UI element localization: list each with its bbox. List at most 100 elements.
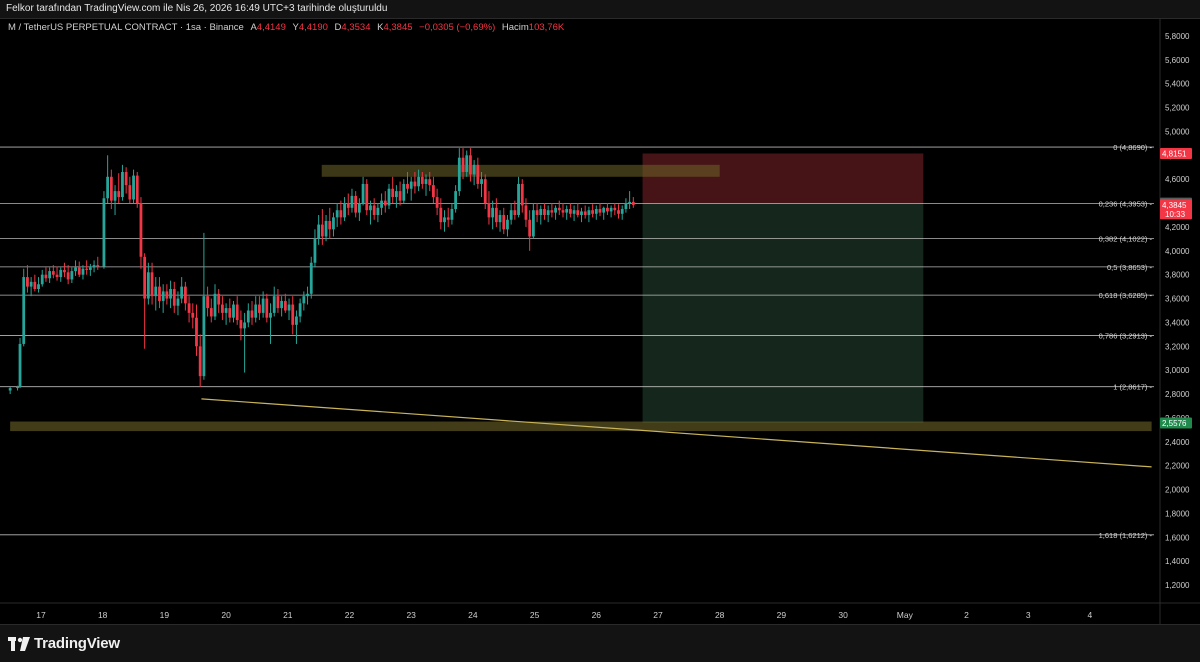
candle-body-165 [624,203,628,210]
x-tick-14: May [897,610,914,620]
candle-body-113 [432,185,435,198]
candle-body-85 [328,220,332,230]
candle-body-151 [572,210,576,214]
candle-body-16 [70,271,74,280]
candle-body-44 [176,298,180,306]
candle-body-155 [587,210,591,215]
candle-body-135 [513,210,517,215]
y-tick-13: 3,2000 [1165,342,1190,351]
candle-body-41 [165,291,169,299]
x-tick-13: 30 [838,610,848,620]
candle-body-0 [8,388,12,391]
candle-body-80 [309,262,313,294]
candle-body-61 [239,320,243,329]
price-chart[interactable]: 0 (4,8690) - 0,236 (4,3953) - 0,382 (4,102… [0,18,1200,624]
candle-body-45 [180,286,184,299]
candle-body-36 [146,272,150,299]
candle-body-144 [546,210,550,215]
candle-body-84 [324,220,328,237]
y-tick-2: 5,4000 [1165,80,1190,89]
candle-body-9 [44,274,48,279]
candle-body-129 [491,207,495,218]
symbol-description: M / TetherUS PERPETUAL CONTRACT · 1sa · … [8,22,244,33]
resistance-zone [321,164,720,177]
candle-body-66 [258,304,261,313]
x-tick-2: 19 [160,610,170,620]
open-value: 4,4149 [256,22,286,33]
candle-body-83 [320,224,324,237]
y-tick-17: 2,4000 [1165,438,1190,447]
candle-body-42 [169,289,172,299]
candle-body-26 [109,176,113,201]
price-badge-bg-3 [1160,417,1192,429]
candle-body-96 [369,205,372,211]
candle-body-59 [232,304,235,318]
candle-body-12 [55,274,59,278]
candle-body-28 [117,191,121,198]
x-tick-10: 27 [653,610,663,620]
candle-body-39 [158,286,161,301]
candle-body-118 [450,209,454,220]
high-value: 4,4190 [298,22,328,33]
candle-body-104 [398,191,402,201]
candle-body-87 [335,210,339,218]
fib-label-6: 1 (2,8617) - [1113,383,1152,392]
tradingview-brand-text: TradingView [34,635,120,652]
candle-body-2 [18,343,22,387]
candle-body-132 [502,214,506,230]
change-value: −0,0305 (−0,69%) [419,22,496,33]
candle-body-100 [383,200,387,206]
x-tick-16: 3 [1026,610,1031,620]
candle-body-7 [37,284,40,290]
candle-body-164 [620,209,624,214]
candle-body-150 [568,209,572,214]
candle-body-106 [406,183,409,189]
candle-body-111 [424,179,428,184]
candle-body-157 [594,209,598,214]
candle-body-108 [413,181,417,187]
candle-body-27 [113,191,117,201]
snapshot-caption: Felkor tarafından TradingView.com ile Ni… [6,3,388,14]
close-label: K [377,22,384,33]
candle-body-119 [454,191,458,210]
candle-body-70 [272,296,276,313]
candle-body-65 [254,304,258,318]
candle-body-35 [143,256,147,299]
candle-body-94 [361,183,365,204]
x-tick-1: 18 [98,610,108,620]
countdown-badge: 10:33 [1165,210,1186,219]
fib-label-2: 0,382 (4,1022) - [1099,235,1153,244]
candle-body-153 [580,211,583,215]
low-value: 4,3534 [341,22,371,33]
candle-body-167 [631,201,635,205]
candle-body-11 [51,271,55,275]
x-tick-11: 28 [715,610,725,620]
fib-label-1: 0,236 (4,3953) - [1099,200,1153,209]
volume-value: 103,76K [528,22,565,33]
x-tick-7: 24 [468,610,478,620]
x-tick-4: 21 [283,610,293,620]
price-badge-bg-0 [1160,147,1192,159]
candle-body-64 [250,310,254,318]
y-tick-18: 2,2000 [1165,462,1190,471]
x-tick-17: 4 [1088,610,1093,620]
y-tick-8: 4,2000 [1165,223,1190,232]
candle-body-101 [387,188,391,206]
y-tick-23: 1,2000 [1165,581,1190,590]
candle-body-51 [202,296,206,377]
candle-body-53 [209,308,213,317]
price-badge-2: 4,3845 [1162,201,1187,210]
candle-body-63 [246,310,250,323]
candle-body-149 [565,209,569,213]
x-tick-6: 23 [406,610,416,620]
candle-body-55 [217,293,221,305]
x-tick-0: 17 [36,610,46,620]
high-label: Y [292,22,299,33]
candle-body-89 [343,203,346,218]
candle-body-152 [576,210,580,215]
tradingview-logo[interactable]: TradingView [8,635,120,652]
candle-body-154 [583,211,587,215]
candle-body-158 [598,209,602,213]
candle-body-126 [480,179,483,184]
candle-body-122 [465,155,469,173]
